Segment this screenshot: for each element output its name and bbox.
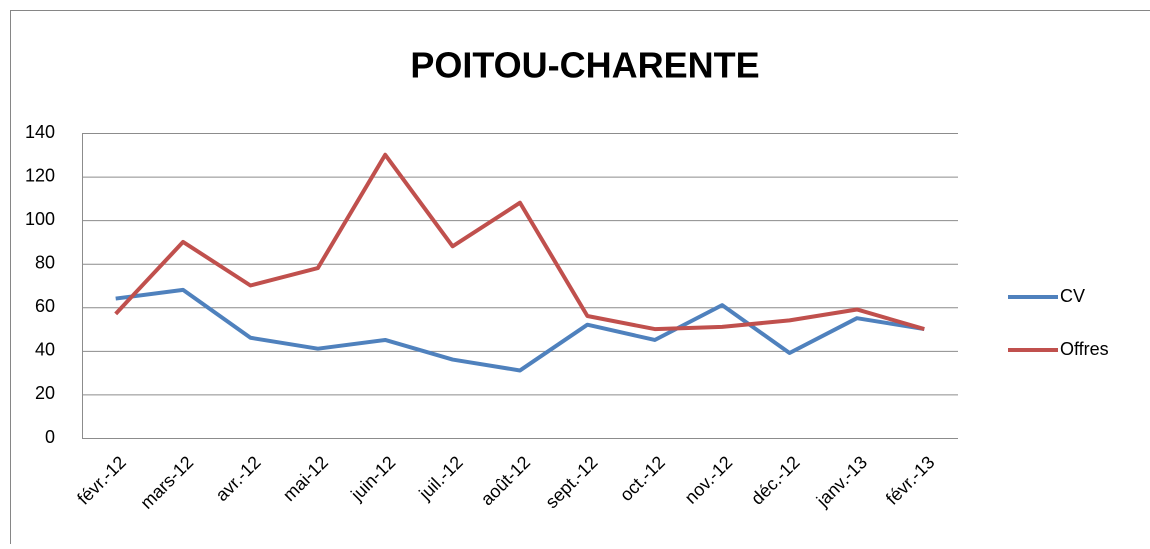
legend-label: Offres bbox=[1060, 339, 1109, 359]
y-tick-label: 80 bbox=[35, 252, 55, 272]
y-tick-label: 100 bbox=[25, 209, 55, 229]
y-tick-label: 40 bbox=[35, 340, 55, 360]
y-tick-label: 60 bbox=[35, 296, 55, 316]
y-tick-label: 20 bbox=[35, 383, 55, 403]
legend-label: CV bbox=[1060, 286, 1085, 306]
chart-title: POITOU-CHARENTE bbox=[410, 45, 759, 86]
y-tick-label: 0 bbox=[45, 427, 55, 447]
y-tick-label: 140 bbox=[25, 122, 55, 142]
y-tick-label: 120 bbox=[25, 165, 55, 185]
